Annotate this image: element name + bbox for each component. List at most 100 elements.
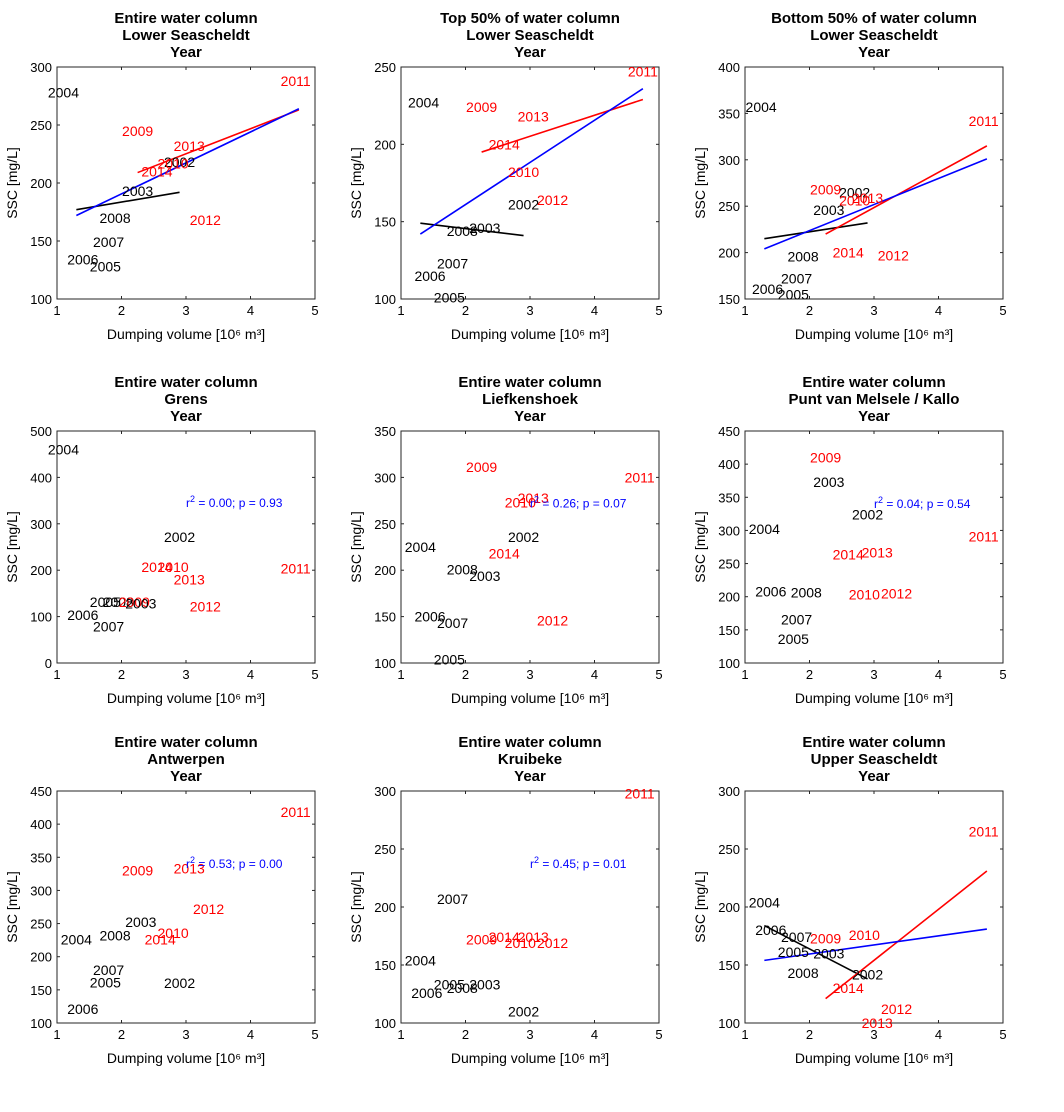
y-tick-label: 250 <box>374 517 396 532</box>
data-point-2012: 2012 <box>881 1001 912 1017</box>
data-point-2009: 2009 <box>810 450 841 466</box>
data-point-2005: 2005 <box>90 259 121 275</box>
subplot-title-line: Year <box>170 768 202 785</box>
data-point-2011: 2011 <box>281 560 311 576</box>
subplot-title-line: Entire water column <box>458 374 601 391</box>
regression-line-blue <box>76 108 300 217</box>
x-tick-label: 5 <box>655 303 662 318</box>
data-point-2012: 2012 <box>190 212 221 228</box>
subplot-title-line: Kruibeke <box>498 751 562 768</box>
data-point-2012: 2012 <box>193 901 224 917</box>
data-point-2013: 2013 <box>852 190 883 206</box>
y-tick-label: 350 <box>718 106 740 121</box>
regression-line-red <box>825 870 988 1000</box>
y-tick-label: 150 <box>30 234 52 249</box>
data-point-2002: 2002 <box>164 154 195 170</box>
data-point-2004: 2004 <box>408 95 439 111</box>
y-tick-label: 150 <box>374 958 396 973</box>
x-tick-label: 5 <box>311 303 318 318</box>
y-tick-label: 300 <box>30 517 52 532</box>
y-tick-label: 100 <box>374 1016 396 1031</box>
y-axis-label: SSC [mg/L] <box>4 511 20 583</box>
data-point-2010: 2010 <box>508 164 539 180</box>
x-tick-label: 1 <box>53 667 60 682</box>
subplot-title-line: Top 50% of water column <box>440 10 620 27</box>
y-tick-label: 150 <box>718 292 740 307</box>
data-point-2008: 2008 <box>791 585 822 601</box>
data-point-2008: 2008 <box>447 561 478 577</box>
data-point-2007: 2007 <box>93 962 124 978</box>
x-tick-label: 2 <box>118 1027 125 1042</box>
y-tick-label: 150 <box>718 623 740 638</box>
y-tick-label: 200 <box>30 950 52 965</box>
subplot-title-line: Bottom 50% of water column <box>771 10 977 27</box>
data-point-2009: 2009 <box>122 123 153 139</box>
y-tick-label: 300 <box>374 784 396 799</box>
data-point-2006: 2006 <box>411 985 442 1001</box>
data-point-2002: 2002 <box>852 507 883 523</box>
data-point-2014: 2014 <box>489 929 520 945</box>
data-point-2013: 2013 <box>518 929 549 945</box>
data-point-2008: 2008 <box>447 980 478 996</box>
subplot-title-line: Year <box>170 408 202 425</box>
x-tick-label: 2 <box>118 303 125 318</box>
x-tick-label: 2 <box>806 667 813 682</box>
data-point-2009: 2009 <box>466 931 497 947</box>
data-point-2004: 2004 <box>746 99 777 115</box>
x-axis-label: Dumping volume [10⁶ m³] <box>451 690 609 706</box>
y-tick-label: 450 <box>30 784 52 799</box>
data-point-2012: 2012 <box>537 935 568 951</box>
y-tick-label: 350 <box>718 490 740 505</box>
subplot-title-line: Year <box>858 408 890 425</box>
y-tick-label: 100 <box>30 292 52 307</box>
data-point-2006: 2006 <box>67 252 98 268</box>
data-point-2004: 2004 <box>405 539 436 555</box>
data-point-2008: 2008 <box>103 594 134 610</box>
y-tick-label: 300 <box>30 883 52 898</box>
x-tick-label: 3 <box>526 667 533 682</box>
y-tick-label: 200 <box>374 900 396 915</box>
subplot-title-line: Antwerpen <box>147 751 225 768</box>
data-point-2004: 2004 <box>749 894 780 910</box>
data-point-2002: 2002 <box>164 529 195 545</box>
data-point-2007: 2007 <box>781 929 812 945</box>
x-tick-label: 3 <box>870 303 877 318</box>
r-squared-annotation: r2 = 0.04; p = 0.54 <box>874 495 971 511</box>
data-point-2013: 2013 <box>862 1015 893 1031</box>
subplot-title-line: Year <box>170 44 202 61</box>
y-tick-label: 500 <box>30 424 52 439</box>
x-tick-label: 1 <box>741 303 748 318</box>
y-tick-label: 150 <box>718 958 740 973</box>
data-point-2010: 2010 <box>158 925 189 941</box>
x-tick-label: 5 <box>999 1027 1006 1042</box>
data-point-2007: 2007 <box>781 611 812 627</box>
data-point-2011: 2011 <box>625 469 655 485</box>
y-tick-label: 0 <box>45 656 52 671</box>
y-tick-label: 400 <box>718 60 740 75</box>
data-point-2012: 2012 <box>190 598 221 614</box>
x-tick-label: 5 <box>655 667 662 682</box>
regression-line-black <box>764 222 868 240</box>
data-point-2008: 2008 <box>447 223 478 239</box>
data-point-2010: 2010 <box>505 935 536 951</box>
x-tick-label: 4 <box>247 1027 254 1042</box>
y-tick-label: 100 <box>374 292 396 307</box>
subplot-title-line: Punt van Melsele / Kallo <box>789 391 960 408</box>
y-axis-label: SSC [mg/L] <box>4 871 20 943</box>
regression-line-blue <box>419 87 644 235</box>
data-point-2011: 2011 <box>628 64 658 80</box>
subplot-title-line: Entire water column <box>802 374 945 391</box>
x-tick-label: 3 <box>870 1027 877 1042</box>
data-point-2005: 2005 <box>434 977 465 993</box>
data-point-2004: 2004 <box>48 85 79 101</box>
data-point-2004: 2004 <box>405 952 436 968</box>
x-tick-label: 2 <box>462 1027 469 1042</box>
x-tick-label: 4 <box>591 303 598 318</box>
x-tick-label: 1 <box>53 1027 60 1042</box>
data-point-2012: 2012 <box>881 585 912 601</box>
data-point-2008: 2008 <box>787 965 818 981</box>
x-tick-label: 2 <box>806 1027 813 1042</box>
y-axis-label: SSC [mg/L] <box>692 511 708 583</box>
data-point-2014: 2014 <box>141 163 172 179</box>
